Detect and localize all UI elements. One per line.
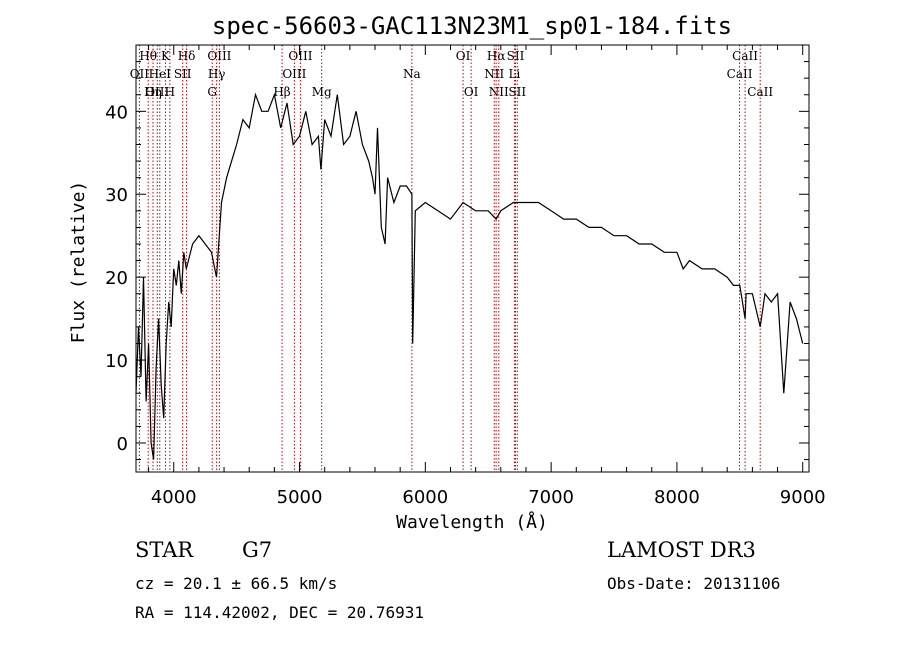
x-axis-ticks: 4000 5000 6000 7000 8000 9000 [148,45,826,508]
line-marker-label: Hθ [139,49,157,63]
line-marker-label: Hγ [208,67,226,81]
line-marker-label: Li [508,67,520,81]
line-marker-label: SII [174,67,192,81]
x-tick-label: 8000 [654,487,700,508]
x-tick-label: 7000 [528,487,574,508]
x-tick-label: 6000 [402,487,448,508]
x-tick-label: 4000 [151,487,197,508]
line-marker-label: NII [489,85,509,99]
y-axis-label: Flux (relative) [68,181,89,344]
line-marker-label: CaII [727,67,753,81]
x-axis-label: Wavelength (Å) [396,511,548,533]
line-marker-label: OIII [288,49,312,63]
velocity-readout: cz = 20.1 ± 66.5 km/s [135,574,338,593]
y-axis-ticks: 0 10 20 30 40 [105,44,809,461]
line-marker-label: G [207,85,217,99]
observation-date: Obs-Date: 20131106 [607,574,781,593]
spectrum-line [135,92,804,460]
line-marker-label: Na [403,67,421,81]
line-marker-label: Mg [312,85,332,99]
survey-name: LAMOST DR3 [607,538,756,562]
y-tick-label: 30 [105,185,128,206]
line-marker-label: Hη [144,85,162,99]
line-marker-label: OIII [282,67,306,81]
line-marker-label: Hβ [273,85,290,99]
plot-frame [135,44,810,473]
y-tick-label: 10 [105,351,128,372]
line-marker-label: Hδ [178,49,196,63]
line-marker-label: OIII [145,85,169,99]
line-marker-label: OI [464,85,479,99]
spectral-subclass: G7 [242,538,273,562]
object-class: STAR [135,538,194,562]
line-marker-label: CaII [732,49,758,63]
line-marker-label: Hα [487,49,506,63]
line-marker-label: H [165,85,175,99]
y-tick-label: 20 [105,268,128,289]
line-marker-label: OI [456,49,471,63]
line-marker-label: OII [130,67,150,81]
y-tick-label: 0 [117,434,128,455]
line-markers [138,45,761,472]
line-marker-label: NII [484,67,504,81]
line-marker-label: SII [507,49,525,63]
x-tick-label: 5000 [277,487,323,508]
line-marker-label: CaII [747,85,773,99]
chart-title: spec-56603-GAC113N23M1_sp01-184.fits [212,12,732,40]
line-marker-label: SII [508,85,526,99]
line-marker-label: K [161,49,171,63]
line-marker-label: OIII [207,49,231,63]
y-tick-label: 40 [105,102,128,123]
x-tick-label: 9000 [780,487,826,508]
line-marker-label: HeI [149,67,172,81]
coordinates: RA = 114.42002, DEC = 20.76931 [135,603,424,622]
